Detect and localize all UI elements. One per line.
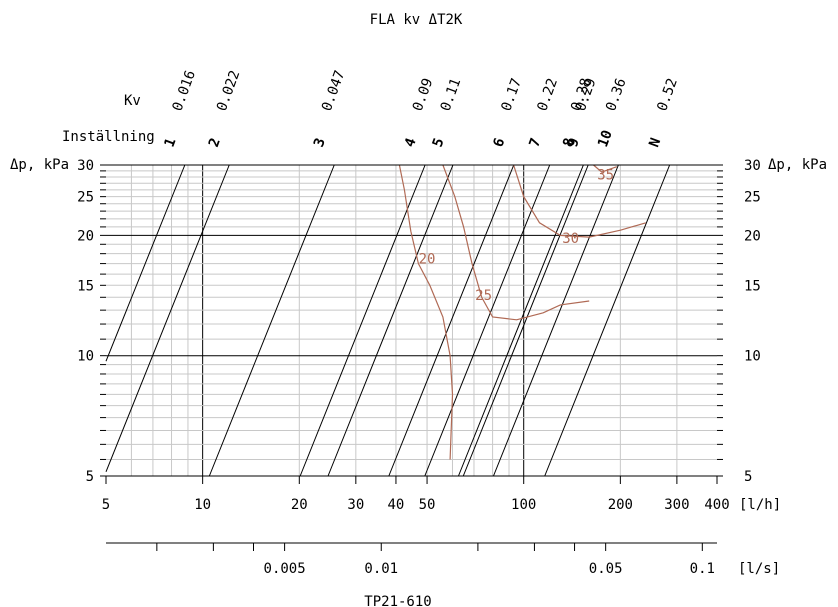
x-tick-label: 300 (664, 497, 689, 513)
y-tick-label-right: 30 (744, 158, 761, 174)
setting-label: 10 (595, 128, 616, 149)
setting-line-1 (105, 164, 186, 362)
setting-row-label: Inställning (62, 129, 155, 145)
setting-line-4 (299, 164, 426, 477)
setting-line-N (544, 164, 671, 477)
setting-line-3 (208, 164, 335, 477)
x-tick-label: 200 (608, 497, 633, 513)
temperature-contours: 20 25 30 35 (398, 164, 646, 460)
setting-line-8 (457, 164, 584, 477)
y-tick-label-left: 30 (77, 158, 94, 174)
y-tick-label-right: 15 (744, 278, 761, 294)
kv-label: 0.022 (214, 68, 243, 113)
x-tick-label: 50 (419, 497, 436, 513)
contour-label: 35 (597, 168, 614, 184)
x-tick-label: 400 (704, 497, 729, 513)
y-tick-label-left: 5 (86, 469, 94, 485)
setting-line-9 (462, 164, 589, 477)
x2-axis-unit: [l/s] (738, 561, 780, 577)
setting-label: 5 (430, 136, 448, 149)
kv-label: 0.52 (654, 76, 681, 113)
kv-label: 0.22 (534, 76, 561, 113)
setting-line-10 (493, 164, 619, 477)
x-tick-label: 20 (291, 497, 308, 513)
grid (106, 165, 717, 476)
contour-35 (593, 164, 618, 173)
y-tick-label-right: 10 (744, 349, 761, 365)
axes (100, 164, 723, 551)
y-axis-label-left: Δp, kPa (10, 157, 69, 173)
setting-label: 2 (206, 136, 224, 149)
y-tick-label-left: 25 (77, 190, 94, 206)
kv-label: 0.016 (170, 68, 199, 113)
y-tick-label-right: 25 (744, 190, 761, 206)
contour-30 (513, 164, 646, 238)
x-tick-label: 100 (511, 497, 536, 513)
y-tick-label-left: 20 (77, 228, 94, 244)
kv-label: 0.11 (438, 76, 465, 113)
setting-line-2 (105, 164, 230, 472)
setting-label: 6 (490, 136, 508, 149)
y-tick-label-right: 20 (744, 228, 761, 244)
chart-title: FLA kv ΔT2K (370, 12, 463, 28)
y-tick-label-right: 5 (744, 469, 752, 485)
setting-label: 3 (311, 136, 329, 149)
setting-line-7 (424, 164, 551, 477)
kv-label: 0.17 (498, 76, 525, 113)
setting-label: 4 (402, 136, 420, 149)
x-tick-label: 30 (347, 497, 364, 513)
setting-label: 1 (162, 136, 180, 149)
setting-line-5 (327, 164, 454, 477)
contour-label: 25 (475, 288, 492, 304)
contour-20 (398, 164, 454, 460)
contour-25 (442, 164, 590, 321)
x-axis-unit: [l/h] (739, 497, 781, 513)
setting-lines (105, 164, 671, 477)
kv-label: 0.047 (319, 68, 348, 113)
x-tick-label: 10 (194, 497, 211, 513)
x2-tick-label: 0.05 (589, 561, 623, 577)
x-tick-label: 40 (388, 497, 405, 513)
setting-label: 7 (526, 136, 544, 149)
x2-tick-label: 0.005 (264, 561, 306, 577)
x-tick-label: 5 (102, 497, 110, 513)
y-axis-label-right: Δp, kPa (768, 157, 827, 173)
setting-line-6 (388, 164, 515, 477)
kv-row-label: Kv (124, 93, 141, 109)
kv-label: 0.09 (410, 76, 437, 113)
x2-tick-label: 0.01 (364, 561, 398, 577)
y-tick-label-left: 10 (77, 349, 94, 365)
chart-footer: TP21-610 (364, 594, 431, 607)
contour-label: 30 (562, 231, 579, 247)
setting-label: N (646, 136, 664, 149)
y-tick-label-left: 15 (77, 278, 94, 294)
contour-label: 20 (419, 252, 436, 268)
x2-tick-label: 0.1 (690, 561, 715, 577)
kv-label: 0.36 (603, 76, 630, 113)
